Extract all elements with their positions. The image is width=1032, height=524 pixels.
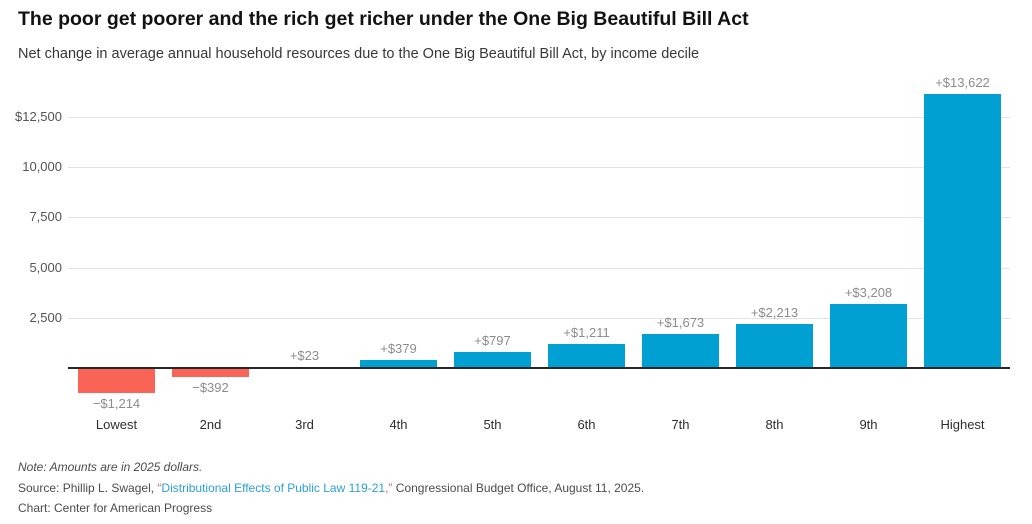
bar-value-label: +$2,213	[750, 304, 799, 320]
bar-value-label: +$13,622	[935, 75, 990, 91]
y-axis-tick-label: 7,500	[29, 209, 62, 225]
gridline	[68, 267, 1010, 269]
gridline	[68, 317, 1010, 319]
bar	[548, 343, 625, 368]
y-axis-tick-label: 5,000	[29, 259, 62, 275]
y-axis-tick-label: $12,500	[15, 109, 62, 124]
source-prefix: Source: Phillip L. Swagel,	[18, 481, 158, 495]
chart-note: Note: Amounts are in 2025 dollars.	[18, 460, 203, 474]
x-axis-category-label: 8th	[765, 417, 784, 432]
bar	[830, 303, 907, 368]
x-axis-category-label: 4th	[389, 417, 408, 432]
source-quote-open: “	[157, 481, 162, 495]
bar-value-label: +$1,673	[656, 315, 705, 331]
chart-credit: Chart: Center for American Progress	[18, 501, 213, 515]
bar-chart: 2,500 5,000 7,500 10,000 $12,500 −$1,214 Lowes…	[15, 75, 1010, 432]
bar-value-label: +$797	[474, 332, 511, 348]
y-axis-tick-label: 2,500	[29, 309, 62, 325]
bar	[78, 369, 155, 394]
x-axis-category-label: 3rd	[295, 417, 314, 432]
page-title: The poor get poorer and the rich get ric…	[18, 8, 749, 30]
x-axis-category-label: 9th	[859, 417, 878, 432]
bar-value-label: +$3,208	[844, 284, 893, 300]
bar	[736, 323, 813, 368]
gridline	[68, 217, 1010, 219]
gridline	[68, 167, 1010, 169]
x-axis-category-label: Highest	[940, 417, 985, 432]
x-axis-category-label: 6th	[577, 417, 596, 432]
bar-value-label: +$379	[380, 341, 417, 357]
chart-subtitle: Net change in average annual household r…	[18, 46, 700, 62]
y-axis-tick-label: 10,000	[22, 159, 62, 175]
bar	[924, 94, 1001, 368]
source-quote-close: ,”	[385, 481, 393, 495]
x-axis-category-label: Lowest	[95, 417, 138, 432]
bar	[642, 334, 719, 368]
bar-value-label: −$392	[192, 379, 229, 395]
source-suffix: Congressional Budget Office, August 11, …	[392, 481, 645, 495]
zero-baseline	[68, 367, 1010, 369]
chart-source: Source: Phillip L. Swagel, “Distribution…	[18, 481, 644, 495]
source-link[interactable]: Distributional Effects of Public Law 119…	[161, 481, 386, 495]
x-axis-category-label: 5th	[483, 417, 502, 432]
bar	[360, 360, 437, 368]
x-axis-category-label: 2nd	[199, 417, 222, 432]
bar-value-label: −$1,214	[92, 396, 141, 412]
bar-value-label: +$1,211	[563, 324, 610, 340]
bar-value-label: +$23	[289, 348, 320, 363]
bar	[454, 351, 531, 368]
bar	[172, 369, 249, 377]
gridline	[68, 117, 1010, 118]
x-axis-category-label: 7th	[671, 417, 690, 432]
